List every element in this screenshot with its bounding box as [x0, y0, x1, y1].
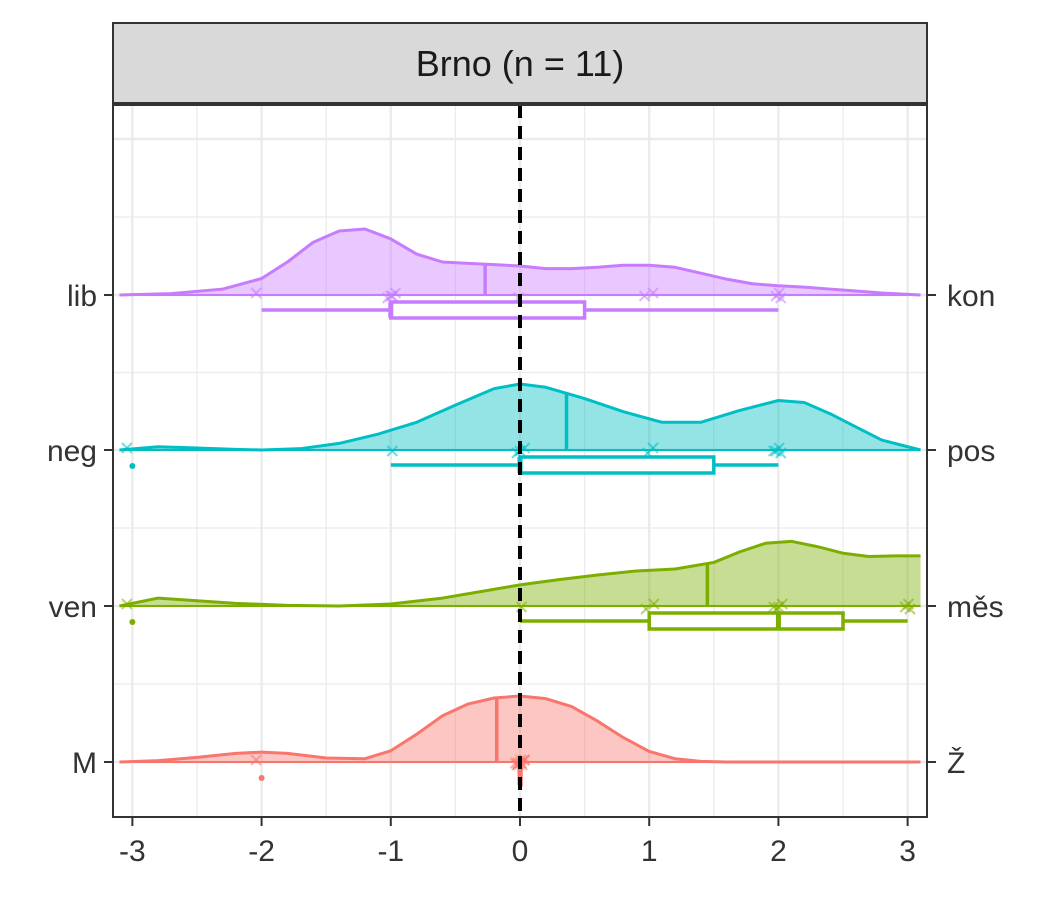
data-point-stroke [647, 287, 659, 299]
box-outlier [258, 775, 265, 781]
data-point-stroke [385, 290, 397, 302]
data-point [648, 598, 660, 610]
data-point [899, 601, 912, 613]
data-point-stroke [250, 754, 262, 766]
x-tick-label: 1 [641, 835, 658, 868]
density-line [119, 539, 921, 608]
y-tick-label-left: ven [49, 591, 97, 624]
box-iqr [389, 300, 587, 320]
data-point-stroke [775, 292, 787, 304]
x-tick-label: 0 [512, 835, 529, 868]
data-point [640, 603, 652, 615]
data-point [638, 290, 651, 302]
density-area [119, 384, 921, 450]
box-iqr [647, 611, 845, 631]
data-point-stroke [904, 603, 916, 615]
data-point [768, 445, 780, 457]
data-point-stroke [776, 598, 788, 610]
data-point [121, 598, 133, 610]
data-point-stroke [638, 290, 651, 302]
data-point-stroke [775, 447, 787, 459]
boxplot-layer [129, 300, 908, 787]
data-point-stroke [121, 442, 133, 454]
box-outlier [129, 463, 136, 469]
data-point [770, 290, 782, 302]
data-point [121, 442, 133, 454]
box-outlier [129, 619, 136, 625]
data-point [770, 445, 782, 457]
y-tick-label-right: Ž [947, 747, 965, 780]
data-point-stroke [648, 598, 660, 610]
density-area [119, 696, 921, 762]
box-iqr [518, 455, 716, 475]
y-tick-label-right: kon [947, 280, 995, 313]
data-point-stroke [647, 442, 659, 454]
y-tick-label-right: měs [947, 591, 1004, 624]
data-point [776, 598, 788, 610]
data-point-stroke [121, 598, 133, 610]
x-tick-label: 2 [770, 835, 787, 868]
data-point [385, 290, 397, 302]
y-tick-label-left: lib [67, 280, 97, 313]
x-tick-label: -2 [248, 835, 275, 868]
x-tick-label: -3 [119, 835, 146, 868]
data-point-stroke [768, 445, 780, 457]
facet-label: Brno (n = 11) [416, 43, 624, 84]
data-point-stroke [770, 445, 782, 457]
facet-strip [112, 22, 928, 104]
data-point-stroke [770, 290, 782, 302]
density-line [119, 227, 921, 297]
y-tick-label-left: M [72, 747, 97, 780]
data-point [647, 442, 659, 454]
axes: -3 -2 -1 0 1 2 3 lib kon neg pos ven měs M Ž [47, 280, 1004, 868]
data-point [647, 287, 659, 299]
data-point-stroke [768, 601, 780, 613]
y-tick-label-left: neg [47, 435, 97, 468]
data-point-stroke [899, 601, 912, 613]
x-tick-label: 3 [899, 835, 916, 868]
data-point-stroke [640, 603, 652, 615]
data-point [768, 601, 780, 613]
data-point [386, 445, 399, 457]
data-point [250, 754, 262, 766]
data-point [250, 287, 262, 299]
data-point-stroke [386, 445, 399, 457]
density-area [119, 541, 921, 606]
x-tick-label: -1 [377, 835, 404, 868]
y-tick-label-right: pos [947, 435, 995, 468]
data-point-stroke [250, 287, 262, 299]
